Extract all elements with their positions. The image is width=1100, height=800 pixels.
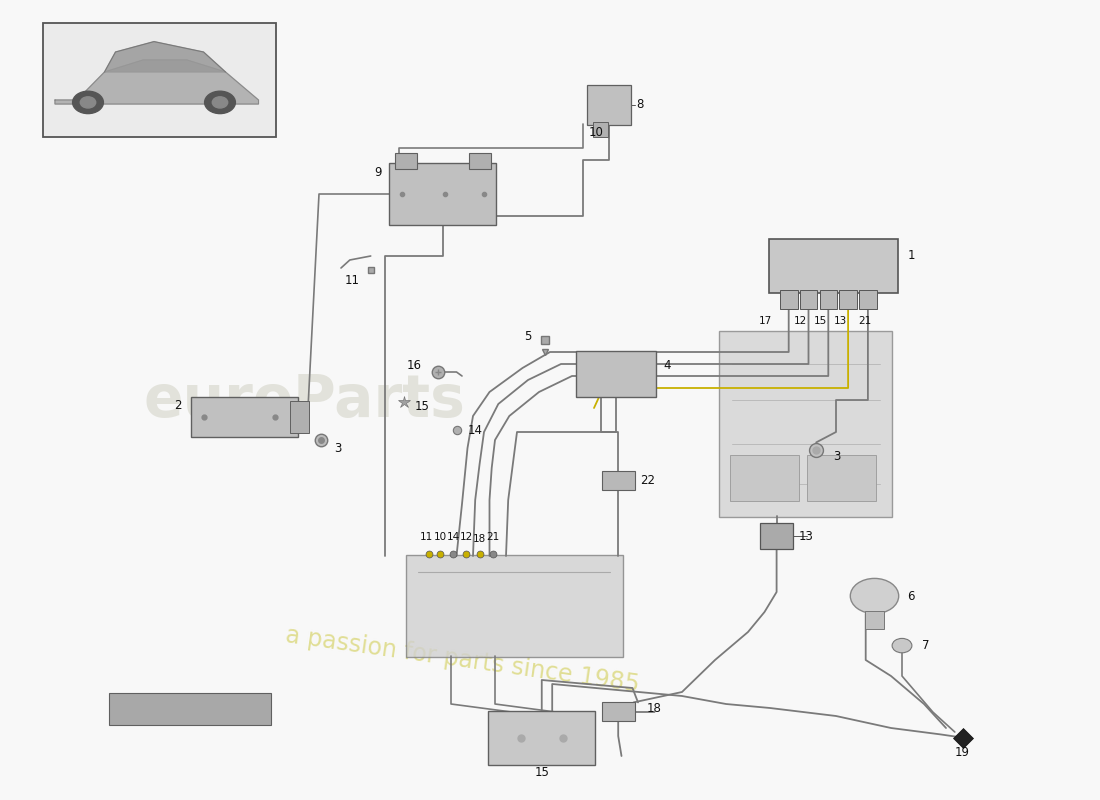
Text: 17: 17	[759, 316, 772, 326]
FancyBboxPatch shape	[719, 331, 892, 517]
FancyBboxPatch shape	[576, 351, 656, 397]
Text: 7: 7	[922, 639, 930, 652]
FancyBboxPatch shape	[859, 290, 877, 309]
FancyBboxPatch shape	[807, 455, 876, 501]
Text: 5: 5	[524, 330, 531, 342]
Text: 3: 3	[334, 442, 342, 454]
Text: 21: 21	[858, 316, 871, 326]
Text: 10: 10	[433, 532, 447, 542]
FancyBboxPatch shape	[730, 455, 799, 501]
FancyBboxPatch shape	[760, 523, 793, 549]
Text: euroParts: euroParts	[143, 371, 465, 429]
Text: 15: 15	[415, 400, 430, 413]
Text: 3: 3	[833, 450, 840, 462]
FancyBboxPatch shape	[593, 122, 608, 137]
Circle shape	[212, 97, 228, 108]
FancyBboxPatch shape	[602, 471, 635, 490]
Text: 11: 11	[420, 532, 433, 542]
Text: 21: 21	[486, 532, 499, 542]
Text: 12: 12	[460, 532, 473, 542]
Text: 16: 16	[406, 359, 421, 372]
Text: 18: 18	[473, 534, 486, 544]
Text: 4: 4	[663, 358, 671, 372]
Text: 9: 9	[374, 166, 382, 179]
FancyBboxPatch shape	[43, 23, 276, 137]
FancyBboxPatch shape	[602, 702, 635, 721]
Text: 14: 14	[447, 532, 460, 542]
Text: 12: 12	[794, 316, 807, 326]
Circle shape	[892, 638, 912, 653]
Circle shape	[850, 578, 899, 614]
FancyBboxPatch shape	[800, 290, 817, 309]
Text: a passion for parts since 1985: a passion for parts since 1985	[284, 623, 640, 697]
FancyBboxPatch shape	[290, 401, 309, 433]
FancyBboxPatch shape	[191, 397, 298, 437]
Text: 14: 14	[468, 424, 483, 437]
Text: 19: 19	[955, 746, 970, 758]
FancyBboxPatch shape	[865, 611, 884, 629]
FancyBboxPatch shape	[109, 693, 271, 725]
Text: 22: 22	[640, 474, 656, 487]
Text: 8: 8	[636, 98, 644, 111]
Circle shape	[205, 91, 235, 114]
FancyBboxPatch shape	[469, 153, 491, 169]
Text: 1: 1	[908, 249, 915, 262]
Text: 11: 11	[344, 274, 360, 286]
Circle shape	[80, 97, 96, 108]
Text: 6: 6	[908, 590, 915, 602]
FancyBboxPatch shape	[395, 153, 417, 169]
Text: 2: 2	[174, 398, 182, 412]
FancyBboxPatch shape	[587, 85, 631, 125]
Text: 13: 13	[834, 316, 847, 326]
Text: 15: 15	[814, 316, 827, 326]
Circle shape	[73, 91, 103, 114]
Text: 18: 18	[647, 702, 662, 714]
FancyBboxPatch shape	[406, 555, 623, 657]
FancyBboxPatch shape	[389, 163, 496, 225]
Text: 10: 10	[588, 126, 604, 138]
FancyBboxPatch shape	[488, 711, 595, 765]
Text: 13: 13	[799, 530, 814, 542]
FancyBboxPatch shape	[769, 239, 898, 293]
FancyBboxPatch shape	[820, 290, 837, 309]
FancyBboxPatch shape	[839, 290, 857, 309]
FancyBboxPatch shape	[780, 290, 798, 309]
Polygon shape	[104, 42, 226, 72]
Polygon shape	[55, 60, 258, 104]
Text: 15: 15	[535, 766, 549, 779]
